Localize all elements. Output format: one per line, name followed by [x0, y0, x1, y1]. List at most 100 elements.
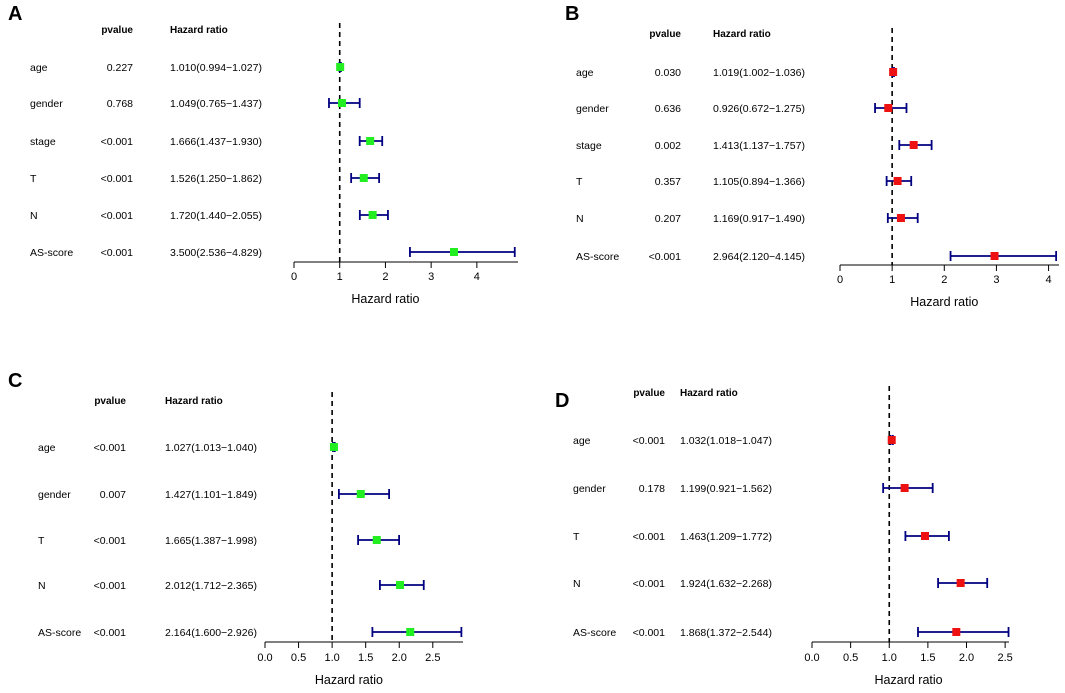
panel-b-row-hr-text: 2.964(2.120−4.145) — [713, 251, 805, 263]
panel-d-row-n: N <0.001 1.924(1.632−2.268) — [573, 578, 989, 590]
panel-c-row-name: N — [38, 580, 46, 592]
panel-c-x-tick-label: 0.5 — [291, 652, 306, 664]
panel-a-row-hr-text: 1.720(1.440−2.055) — [170, 210, 262, 222]
panel-d-row-pvalue: <0.001 — [633, 627, 666, 639]
panel-b-hr-marker — [884, 104, 893, 112]
panel-b-row-hr-text: 1.413(1.137−1.757) — [713, 140, 805, 152]
panel-a-hr-marker — [450, 248, 458, 256]
panel-a-row-hr-text: 3.500(2.536−4.829) — [170, 247, 262, 259]
panel-b-row-pvalue: 0.207 — [655, 213, 681, 225]
panel-a-label: A — [8, 3, 22, 25]
panel-c-x-axis-label: Hazard ratio — [315, 673, 383, 687]
panel-b-row-pvalue: <0.001 — [649, 251, 682, 263]
panel-d-label: D — [555, 390, 569, 412]
panel-c-x-tick-label: 1.0 — [324, 652, 339, 664]
panel-b-row-name: stage — [576, 140, 602, 152]
panel-b-row-pvalue: 0.636 — [655, 103, 681, 115]
panel-b-row-n: N 0.207 1.169(0.917−1.490) — [576, 213, 919, 225]
panel-b-row-as-score: AS-score <0.001 2.964(2.120−4.145) — [576, 251, 1058, 263]
panel-a-row-pvalue: <0.001 — [101, 173, 134, 185]
panel-c-hr-marker — [356, 490, 365, 498]
panel-d-row-pvalue: <0.001 — [633, 578, 666, 590]
panel-a-row-stage: stage <0.001 1.666(1.437−1.930) — [30, 136, 384, 148]
panel-b-x-tick-label: 4 — [1046, 274, 1052, 286]
panel-d-row-pvalue: <0.001 — [633, 531, 666, 543]
panel-c-row-pvalue: <0.001 — [94, 442, 127, 454]
panel-b-row-hr-text: 1.169(0.917−1.490) — [713, 213, 805, 225]
panel-d-x-tick-label: 0.0 — [804, 652, 819, 664]
panel-c-row-hr-text: 2.012(1.712−2.365) — [165, 580, 257, 592]
panel-d-row-name: AS-score — [573, 627, 616, 639]
panel-b-hr-marker — [990, 252, 999, 260]
panel-d-row-age: age <0.001 1.032(1.018−1.047) — [573, 435, 896, 447]
panel-a-x-tick-label: 3 — [428, 271, 434, 283]
panel-c-x-tick-label: 1.5 — [358, 652, 373, 664]
panel-d-x-tick-label: 2.5 — [997, 652, 1012, 664]
panel-b-row-name: age — [576, 67, 594, 79]
panel-a-row-name: N — [30, 210, 38, 222]
panel-c-row-hr-text: 1.427(1.101−1.849) — [165, 489, 257, 501]
panel-a-row-pvalue: <0.001 — [101, 136, 134, 148]
panel-a-row-gender: gender 0.768 1.049(0.765−1.437) — [30, 98, 361, 110]
panel-b-hr-marker — [896, 214, 905, 222]
panel-b-row-gender: gender 0.636 0.926(0.672−1.275) — [576, 103, 908, 115]
panel-d-x-tick-label: 2.0 — [959, 652, 974, 664]
panel-b-row-name: T — [576, 176, 583, 188]
panel-d-row-hr-text: 1.032(1.018−1.047) — [680, 435, 772, 447]
panel-c-hr-marker — [406, 628, 415, 636]
panel-a-row-pvalue: 0.768 — [107, 98, 133, 110]
panel-c-row-name: gender — [38, 489, 71, 501]
panel-d-hr-marker — [952, 628, 961, 636]
panel-c-hr-marker — [372, 536, 381, 544]
panel-a-row-pvalue: <0.001 — [101, 210, 134, 222]
panel-a-row-name: T — [30, 173, 37, 185]
panel-a-row-n: N <0.001 1.720(1.440−2.055) — [30, 210, 389, 222]
panel-d-hr-marker — [921, 532, 930, 540]
panel-c-row-n: N <0.001 2.012(1.712−2.365) — [38, 580, 425, 592]
panel-d-row-t: T <0.001 1.463(1.209−1.772) — [573, 531, 950, 543]
panel-c-label: C — [8, 370, 22, 392]
panel-d-row-pvalue: <0.001 — [633, 435, 666, 447]
panel-c-row-age: age <0.001 1.027(1.013−1.040) — [38, 442, 338, 454]
panel-b-x-axis-label: Hazard ratio — [910, 295, 978, 309]
panel-b-row-name: gender — [576, 103, 609, 115]
panel-c-row-hr-text: 2.164(1.600−2.926) — [165, 627, 257, 639]
panel-a-row-age: age 0.227 1.010(0.994−1.027) — [30, 62, 345, 74]
panel-d-hr-marker — [900, 484, 909, 492]
panel-b-label: B — [565, 3, 579, 25]
panel-d-x-tick-label: 1.5 — [920, 652, 935, 664]
panel-c-hr-marker — [396, 581, 405, 589]
panel-b-row-pvalue: 0.002 — [655, 140, 681, 152]
panel-d-row-hr-text: 1.924(1.632−2.268) — [680, 578, 772, 590]
panel-d-hr-marker — [956, 579, 965, 587]
panel-b-row-hr-text: 1.105(0.894−1.366) — [713, 176, 805, 188]
panel-b-x-tick-label: 2 — [941, 274, 947, 286]
panel-c-row-pvalue: 0.007 — [100, 489, 126, 501]
panel-a-row-hr-text: 1.010(0.994−1.027) — [170, 62, 262, 74]
panel-c-row-name: age — [38, 442, 56, 454]
panel-b-row-hr-text: 1.019(1.002−1.036) — [713, 67, 805, 79]
panel-c-row-name: T — [38, 535, 45, 547]
panel-b-row-stage: stage 0.002 1.413(1.137−1.757) — [576, 140, 933, 152]
panel-d-hr-marker — [887, 436, 896, 444]
panel-a-x-axis-label: Hazard ratio — [351, 292, 419, 306]
panel-c-x-tick-label: 0.0 — [257, 652, 272, 664]
panel-c-row-name: AS-score — [38, 627, 81, 639]
panel-a-x-tick-label: 4 — [474, 271, 480, 283]
panel-a-row-hr-text: 1.526(1.250−1.862) — [170, 173, 262, 185]
panel-b-hr-marker — [893, 177, 902, 185]
panel-a-hazard-ratio-header: Hazard ratio — [170, 25, 228, 36]
panel-a-row-hr-text: 1.049(0.765−1.437) — [170, 98, 262, 110]
panel-b-hazard-ratio-header: Hazard ratio — [713, 29, 771, 40]
panel-d-x-tick-label: 1.0 — [882, 652, 897, 664]
panel-c-row-hr-text: 1.027(1.013−1.040) — [165, 442, 257, 454]
panel-a-hr-marker — [337, 99, 346, 107]
panel-a-row-name: AS-score — [30, 247, 73, 259]
panel-a-row-name: gender — [30, 98, 63, 110]
panel-d-row-as-score: AS-score <0.001 1.868(1.372−2.544) — [573, 627, 1010, 639]
panel-c-x-tick-label: 2.5 — [425, 652, 440, 664]
